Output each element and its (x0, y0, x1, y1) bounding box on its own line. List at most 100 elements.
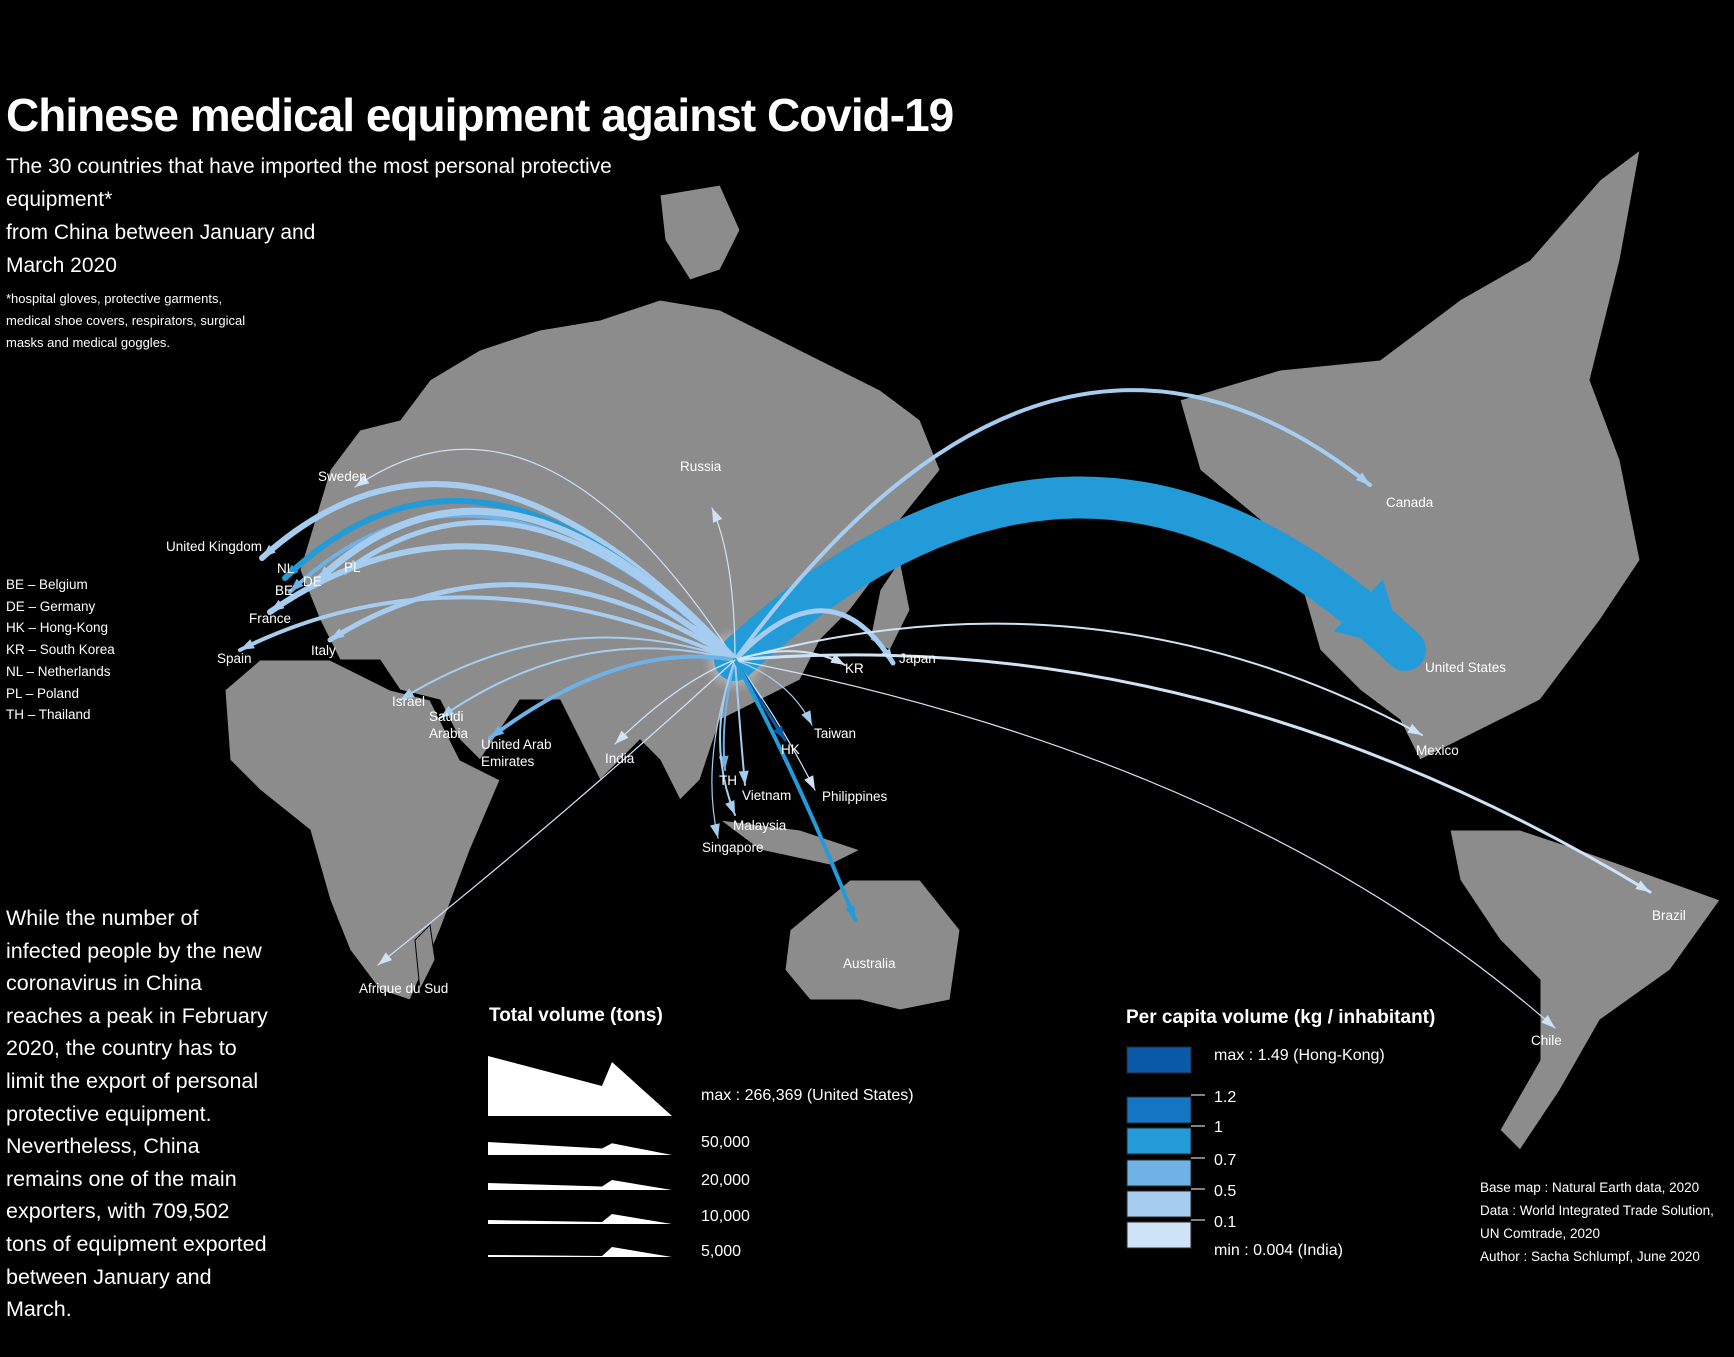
per-capita-legend-box (1126, 1190, 1192, 1218)
label-malaysia: Malaysia (733, 818, 787, 833)
flow-arrowhead-belgium (290, 578, 304, 592)
label-de: DE (303, 574, 322, 589)
label-saudi-arabia-line2: Arabia (429, 726, 469, 741)
per-capita-legend-box (1126, 1127, 1192, 1155)
flow-sweden (354, 448, 736, 661)
abbreviation-item: TH – Thailand (6, 707, 91, 723)
flow-arrowhead-south-korea (830, 653, 845, 665)
landmass-indonesia (718, 819, 862, 866)
subtitle-line: March 2020 (6, 254, 117, 277)
credits: Base map : Natural Earth data, 2020 Data… (1480, 1176, 1730, 1268)
landmass-australia (784, 879, 961, 1011)
flow-france (267, 543, 738, 663)
footnote: *hospital gloves, protective garments, m… (6, 291, 246, 350)
flow-italy (327, 582, 738, 663)
flow-arrowhead-brazil (1635, 880, 1650, 892)
flow-arrowhead-vietnam (738, 770, 749, 785)
volume-legend-arrow (488, 1247, 672, 1257)
flow-arrowhead-hong-kong (773, 725, 785, 740)
flow-uae (488, 654, 737, 740)
flow-chile (734, 659, 1556, 1029)
flow-united-states (714, 476, 1426, 681)
flow-south-africa (377, 659, 736, 966)
abbreviation-item: NL – Netherlands (6, 663, 111, 679)
flow-spain (238, 595, 737, 662)
flow-arrowhead-united-kingdom (262, 544, 276, 558)
abbreviation-list: BE – Belgium DE – Germany HK – Hong-Kong… (6, 574, 115, 726)
abbreviation-item: PL – Poland (6, 685, 80, 701)
flow-arrowhead-russia (712, 508, 723, 523)
per-capita-legend-box (1126, 1221, 1192, 1249)
flow-japan (732, 608, 896, 666)
label-saudi-arabia-line1: Saudi (429, 709, 464, 724)
flow-arrowhead-france (270, 599, 285, 612)
flow-singapore (711, 659, 736, 839)
flow-canada (733, 388, 1372, 662)
per-capita-legend-title: Per capita volume (kg / inhabitant) (1126, 1007, 1436, 1028)
flow-arrowhead-italy (330, 628, 345, 640)
per-capita-legend-break: 0.7 (1214, 1152, 1237, 1169)
subtitle-line: The 30 countries that have imported the … (6, 155, 612, 211)
per-capita-legend-boxes (1126, 1046, 1205, 1249)
trade-flows (238, 388, 1652, 1029)
volume-legend-label: 20,000 (701, 1172, 750, 1189)
per-capita-legend-min: min : 0.004 (India) (1214, 1242, 1343, 1259)
flow-arrowhead-malaysia (725, 800, 735, 815)
flow-arrowhead-mexico (1407, 723, 1422, 735)
flow-india (614, 659, 736, 745)
flow-saudi-arabia (439, 647, 736, 719)
flow-arrowhead-chile (1541, 1015, 1555, 1028)
flow-australia (733, 658, 857, 922)
volume-legend-arrow (488, 1142, 672, 1155)
body-paragraph: While the number of infected people by t… (6, 906, 268, 1322)
per-capita-legend-box (1126, 1159, 1192, 1187)
per-capita-legend-box (1126, 1096, 1192, 1124)
volume-legend-arrow (488, 1214, 672, 1224)
abbreviation-item: BE – Belgium (6, 577, 88, 592)
label-brazil: Brazil (1652, 908, 1686, 923)
volume-legend-arrow (488, 1180, 672, 1190)
label-th: TH (719, 773, 737, 788)
flow-arrowhead-philippines (804, 775, 815, 790)
landmass-south-america (1449, 829, 1721, 1151)
flow-arrowhead-netherlands (285, 564, 299, 578)
label-philippines: Philippines (822, 789, 888, 804)
credit-line: Author : Sacha Schlumpf, June 2020 (1480, 1249, 1700, 1264)
flow-arrowhead-australia (845, 905, 855, 920)
label-australia: Australia (843, 956, 896, 971)
label-hk: HK (781, 742, 800, 757)
flow-brazil (733, 653, 1652, 894)
label-sweden: Sweden (318, 469, 367, 484)
flow-israel (399, 636, 736, 701)
label-canada: Canada (1386, 495, 1434, 510)
label-mexico: Mexico (1416, 743, 1459, 758)
landmasses (224, 148, 1721, 1151)
flow-arrowhead-israel (400, 688, 415, 700)
volume-legend-label: 5,000 (701, 1243, 742, 1260)
page-title: Chinese medical equipment against Covid-… (6, 89, 954, 141)
flow-arrowhead-germany (318, 566, 333, 580)
label-israel: Israel (392, 694, 426, 709)
label-nl: NL (277, 561, 295, 576)
label-russia: Russia (680, 459, 722, 474)
flow-arrowhead-india (615, 730, 629, 744)
abbreviation-item: DE – Germany (6, 598, 96, 614)
flow-mexico (734, 622, 1423, 736)
per-capita-legend-box (1126, 1046, 1192, 1074)
label-uae-line2: Emirates (481, 754, 535, 769)
flow-arrowhead-united-states (1333, 579, 1405, 650)
subtitle-line: from China between January and (6, 221, 316, 244)
landmass-africa (224, 659, 501, 1001)
label-chile: Chile (1531, 1033, 1562, 1048)
label-south-africa: Afrique du Sud (359, 981, 449, 996)
label-be: BE (275, 583, 294, 598)
landmass-greenland (659, 184, 741, 281)
flow-arrowhead-uae (490, 725, 505, 738)
landmass-madagascar (414, 923, 436, 992)
landmass-eurasia (299, 299, 941, 801)
label-kr: KR (845, 661, 864, 676)
flow-arrowhead-singapore (709, 823, 720, 838)
label-italy: Italy (311, 643, 336, 658)
landmass-north-america (1179, 148, 1641, 761)
